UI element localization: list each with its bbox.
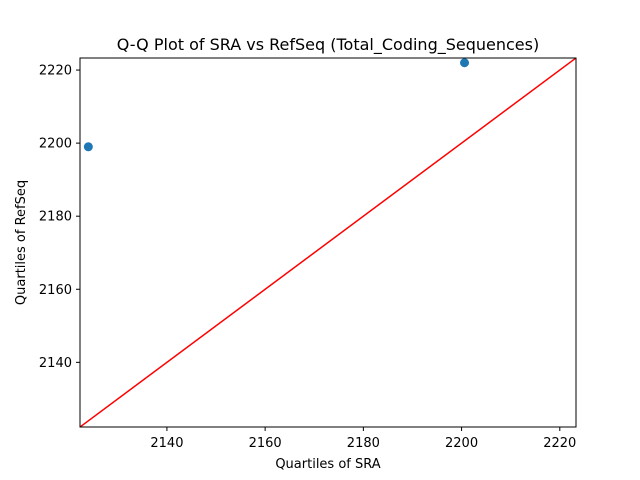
- y-tick-label: 2180: [39, 210, 72, 225]
- x-tick-label: 2200: [445, 436, 478, 451]
- y-tick-label: 2160: [39, 283, 72, 298]
- y-tick-label: 2140: [39, 356, 72, 371]
- plot-area: [80, 58, 576, 427]
- x-axis-label: Quartiles of SRA: [275, 457, 380, 472]
- y-axis-label: Quartiles of RefSeq: [14, 180, 29, 305]
- axes-frame: [79, 57, 577, 428]
- reference-line: [80, 58, 576, 427]
- x-axis-ticks: 2140 2160 2180 2200 2220: [150, 427, 576, 451]
- x-tick-label: 2220: [543, 436, 576, 451]
- data-point-1: [83, 142, 93, 152]
- x-tick-label: 2140: [150, 436, 183, 451]
- chart-title: Q-Q Plot of SRA vs RefSeq (Total_Coding_…: [117, 35, 539, 55]
- y-tick-label: 2200: [39, 137, 72, 152]
- y-axis-ticks: 2140 2160 2180 2200 2220: [39, 64, 80, 371]
- x-tick-label: 2180: [347, 436, 380, 451]
- data-point-2: [460, 58, 470, 68]
- y-tick-label: 2220: [39, 64, 72, 79]
- x-tick-label: 2160: [249, 436, 282, 451]
